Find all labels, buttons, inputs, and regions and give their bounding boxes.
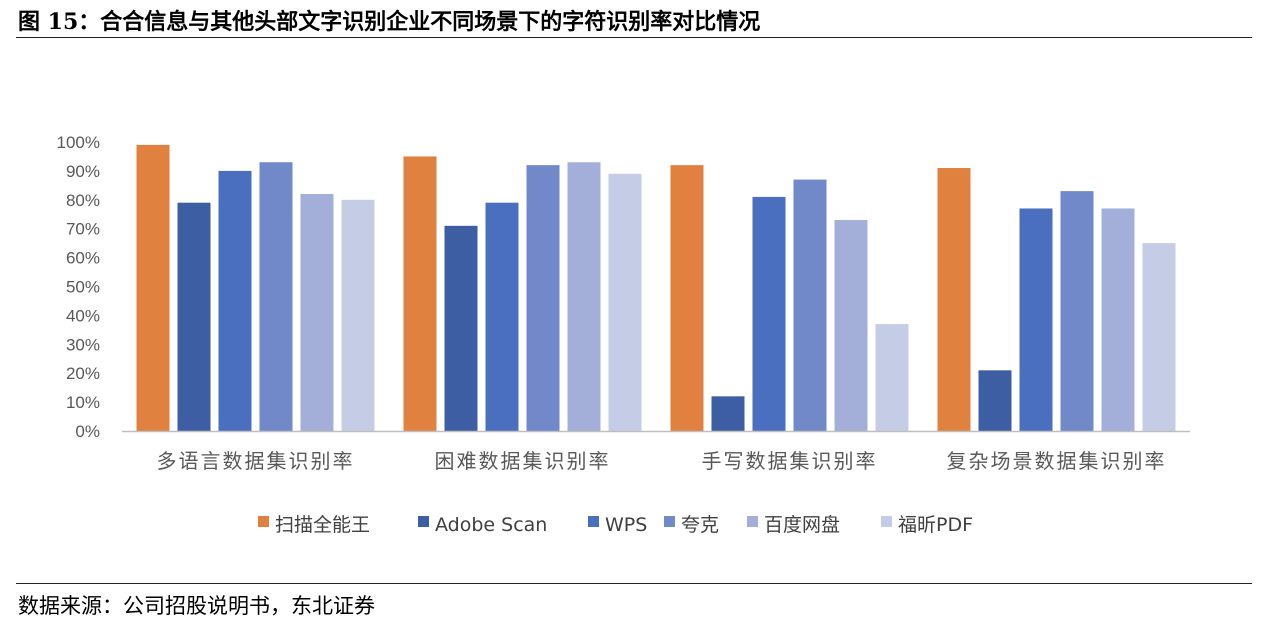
legend-swatch <box>588 516 599 527</box>
legend-swatch <box>664 516 675 527</box>
bar <box>485 202 519 431</box>
legend-label: 扫描全能王 <box>275 514 370 536</box>
bar <box>177 202 211 431</box>
y-tick-label: 0% <box>75 422 100 441</box>
bar <box>1142 243 1176 431</box>
legend-swatch <box>418 516 429 527</box>
legend-swatch <box>258 516 269 527</box>
title-rule <box>16 37 1252 38</box>
bar <box>300 194 334 431</box>
bar <box>444 225 478 431</box>
y-tick-label: 60% <box>66 249 100 268</box>
y-axis: 0% 10% 20% 30% 40% 50% 60% 70% 80% 90% 100% <box>57 133 100 441</box>
bar <box>711 396 745 431</box>
bar <box>978 370 1012 431</box>
bar <box>608 173 642 432</box>
legend-label: 福昕PDF <box>898 514 973 536</box>
legend-swatch <box>747 516 758 527</box>
legend-label: 百度网盘 <box>764 514 840 536</box>
y-tick-label: 70% <box>66 220 100 239</box>
bar <box>752 196 786 431</box>
y-tick-label: 100% <box>57 133 100 152</box>
y-tick-label: 50% <box>66 278 100 297</box>
bar <box>937 168 971 431</box>
bar <box>670 165 704 431</box>
bar <box>403 156 437 431</box>
bar <box>834 220 868 431</box>
y-tick-label: 40% <box>66 306 100 325</box>
legend: 扫描全能王 Adobe Scan WPS 夸克 百度网盘 福昕PDF <box>258 514 973 536</box>
bar <box>341 199 375 431</box>
legend-label: Adobe Scan <box>435 514 547 536</box>
bar <box>567 162 601 432</box>
bar <box>259 162 293 432</box>
bar <box>136 144 170 431</box>
category-label: 困难数据集识别率 <box>435 449 611 473</box>
source-rule <box>16 583 1252 584</box>
y-tick-label: 10% <box>66 393 100 412</box>
y-tick-label: 30% <box>66 335 100 354</box>
bar-chart: 0% 10% 20% 30% 40% 50% 60% 70% 80% 90% 100% 多语言数据集… <box>57 133 1190 536</box>
y-tick-label: 80% <box>66 191 100 210</box>
bar <box>875 324 909 431</box>
legend-swatch <box>881 516 892 527</box>
y-tick-label: 90% <box>66 162 100 181</box>
bar <box>218 170 252 431</box>
bar <box>1101 208 1135 431</box>
source-note: 数据来源：公司招股说明书，东北证券 <box>18 594 375 618</box>
category-label: 多语言数据集识别率 <box>157 449 355 473</box>
bar <box>1019 208 1053 431</box>
figure-title: 图 15：合合信息与其他头部文字识别企业不同场景下的字符识别率对比情况 <box>18 9 761 35</box>
category-labels: 多语言数据集识别率 困难数据集识别率 手写数据集识别率 复杂场景数据集识别率 <box>157 449 1167 473</box>
bar-series <box>136 144 1176 432</box>
category-label: 复杂场景数据集识别率 <box>947 449 1167 473</box>
category-label: 手写数据集识别率 <box>702 449 878 473</box>
bar <box>793 179 827 431</box>
bar <box>526 165 560 431</box>
legend-label: 夸克 <box>681 514 719 536</box>
y-tick-label: 20% <box>66 364 100 383</box>
legend-label: WPS <box>605 514 647 536</box>
bar <box>1060 191 1094 431</box>
